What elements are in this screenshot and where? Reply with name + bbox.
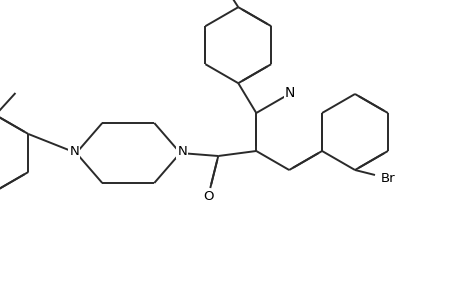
Text: Br: Br [380,172,394,184]
Text: O: O [202,190,213,202]
Text: N: N [69,145,79,158]
Text: N: N [285,86,295,100]
Text: N: N [177,145,187,158]
